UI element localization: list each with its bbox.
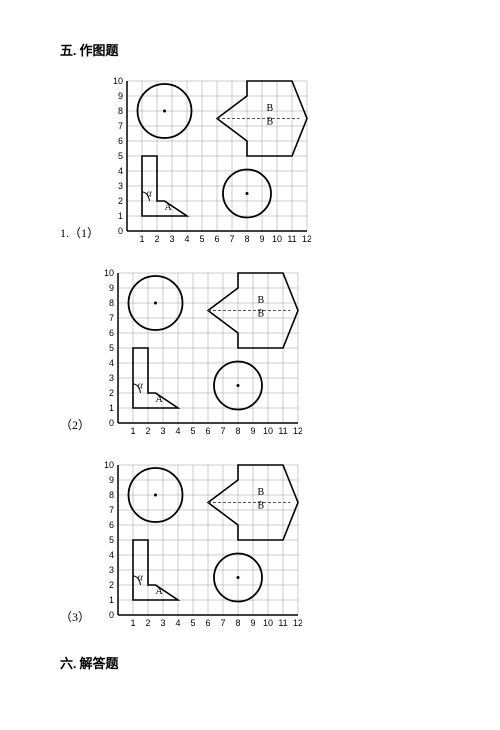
svg-text:1: 1 bbox=[131, 426, 136, 436]
svg-text:5: 5 bbox=[200, 234, 205, 244]
svg-text:10: 10 bbox=[104, 269, 114, 278]
svg-text:2: 2 bbox=[118, 196, 123, 206]
svg-text:9: 9 bbox=[251, 426, 256, 436]
svg-text:4: 4 bbox=[118, 166, 123, 176]
problem-label: 1.（1） bbox=[60, 224, 99, 241]
svg-text:10: 10 bbox=[272, 234, 282, 244]
svg-text:10: 10 bbox=[263, 618, 273, 628]
svg-text:3: 3 bbox=[161, 426, 166, 436]
svg-text:B: B bbox=[258, 501, 265, 512]
svg-text:3: 3 bbox=[170, 234, 175, 244]
svg-text:α: α bbox=[138, 381, 144, 392]
svg-text:5: 5 bbox=[109, 343, 114, 353]
svg-text:B: B bbox=[258, 295, 265, 306]
svg-text:11: 11 bbox=[278, 618, 287, 628]
svg-text:7: 7 bbox=[221, 618, 226, 628]
svg-text:A: A bbox=[156, 394, 164, 405]
problem-row: （2）012345678910123456789101112αABB bbox=[60, 269, 440, 439]
svg-text:5: 5 bbox=[191, 618, 196, 628]
svg-text:6: 6 bbox=[206, 618, 211, 628]
svg-text:1: 1 bbox=[118, 211, 123, 221]
svg-text:2: 2 bbox=[146, 426, 151, 436]
svg-text:0: 0 bbox=[118, 226, 123, 236]
svg-text:4: 4 bbox=[109, 550, 114, 560]
svg-text:7: 7 bbox=[109, 505, 114, 515]
section-drawing-header: 五. 作图题 bbox=[60, 40, 440, 59]
svg-text:11: 11 bbox=[278, 426, 287, 436]
svg-text:2: 2 bbox=[109, 580, 114, 590]
problem-row: 1.（1）012345678910123456789101112αABB bbox=[60, 77, 440, 247]
svg-text:12: 12 bbox=[293, 426, 302, 436]
svg-text:6: 6 bbox=[206, 426, 211, 436]
svg-text:α: α bbox=[138, 573, 144, 584]
svg-text:7: 7 bbox=[118, 121, 123, 131]
svg-text:8: 8 bbox=[245, 234, 250, 244]
svg-text:3: 3 bbox=[109, 373, 114, 383]
svg-text:9: 9 bbox=[251, 618, 256, 628]
svg-text:4: 4 bbox=[176, 426, 181, 436]
svg-text:1: 1 bbox=[140, 234, 145, 244]
svg-text:α: α bbox=[147, 189, 153, 200]
svg-text:8: 8 bbox=[109, 298, 114, 308]
svg-text:2: 2 bbox=[109, 388, 114, 398]
svg-text:2: 2 bbox=[146, 618, 151, 628]
svg-text:9: 9 bbox=[118, 91, 123, 101]
svg-text:10: 10 bbox=[263, 426, 273, 436]
svg-text:8: 8 bbox=[236, 426, 241, 436]
svg-text:6: 6 bbox=[118, 136, 123, 146]
svg-text:A: A bbox=[156, 586, 164, 597]
svg-text:7: 7 bbox=[230, 234, 235, 244]
problem-label: （2） bbox=[60, 416, 90, 433]
svg-text:1: 1 bbox=[109, 403, 114, 413]
svg-text:7: 7 bbox=[109, 313, 114, 323]
svg-text:4: 4 bbox=[176, 618, 181, 628]
svg-text:12: 12 bbox=[293, 618, 302, 628]
svg-text:10: 10 bbox=[104, 461, 114, 470]
svg-text:4: 4 bbox=[109, 358, 114, 368]
section-answer-header: 六. 解答题 bbox=[60, 653, 440, 672]
svg-text:A: A bbox=[165, 202, 173, 213]
svg-text:3: 3 bbox=[161, 618, 166, 628]
svg-text:5: 5 bbox=[118, 151, 123, 161]
svg-text:6: 6 bbox=[109, 520, 114, 530]
svg-text:2: 2 bbox=[155, 234, 160, 244]
svg-text:6: 6 bbox=[215, 234, 220, 244]
problem-row: （3）012345678910123456789101112αABB bbox=[60, 461, 440, 631]
svg-text:9: 9 bbox=[109, 283, 114, 293]
grid-figure: 012345678910123456789101112αABB bbox=[105, 77, 311, 247]
svg-text:12: 12 bbox=[302, 234, 311, 244]
svg-text:1: 1 bbox=[131, 618, 136, 628]
svg-text:B: B bbox=[258, 487, 265, 498]
svg-text:0: 0 bbox=[109, 610, 114, 620]
svg-text:8: 8 bbox=[236, 618, 241, 628]
svg-text:0: 0 bbox=[109, 418, 114, 428]
svg-text:8: 8 bbox=[118, 106, 123, 116]
svg-text:B: B bbox=[267, 103, 274, 114]
svg-text:4: 4 bbox=[185, 234, 190, 244]
svg-text:6: 6 bbox=[109, 328, 114, 338]
grid-figure: 012345678910123456789101112αABB bbox=[96, 461, 302, 631]
svg-text:7: 7 bbox=[221, 426, 226, 436]
svg-text:1: 1 bbox=[109, 595, 114, 605]
svg-text:3: 3 bbox=[109, 565, 114, 575]
problems-container: 1.（1）012345678910123456789101112αABB（2）0… bbox=[60, 77, 440, 631]
svg-text:8: 8 bbox=[109, 490, 114, 500]
svg-text:5: 5 bbox=[191, 426, 196, 436]
svg-text:3: 3 bbox=[118, 181, 123, 191]
svg-text:5: 5 bbox=[109, 535, 114, 545]
svg-text:10: 10 bbox=[113, 77, 123, 86]
svg-text:B: B bbox=[258, 309, 265, 320]
grid-figure: 012345678910123456789101112αABB bbox=[96, 269, 302, 439]
svg-text:9: 9 bbox=[109, 475, 114, 485]
problem-label: （3） bbox=[60, 608, 90, 625]
svg-text:11: 11 bbox=[287, 234, 296, 244]
svg-text:B: B bbox=[267, 117, 274, 128]
svg-text:9: 9 bbox=[260, 234, 265, 244]
